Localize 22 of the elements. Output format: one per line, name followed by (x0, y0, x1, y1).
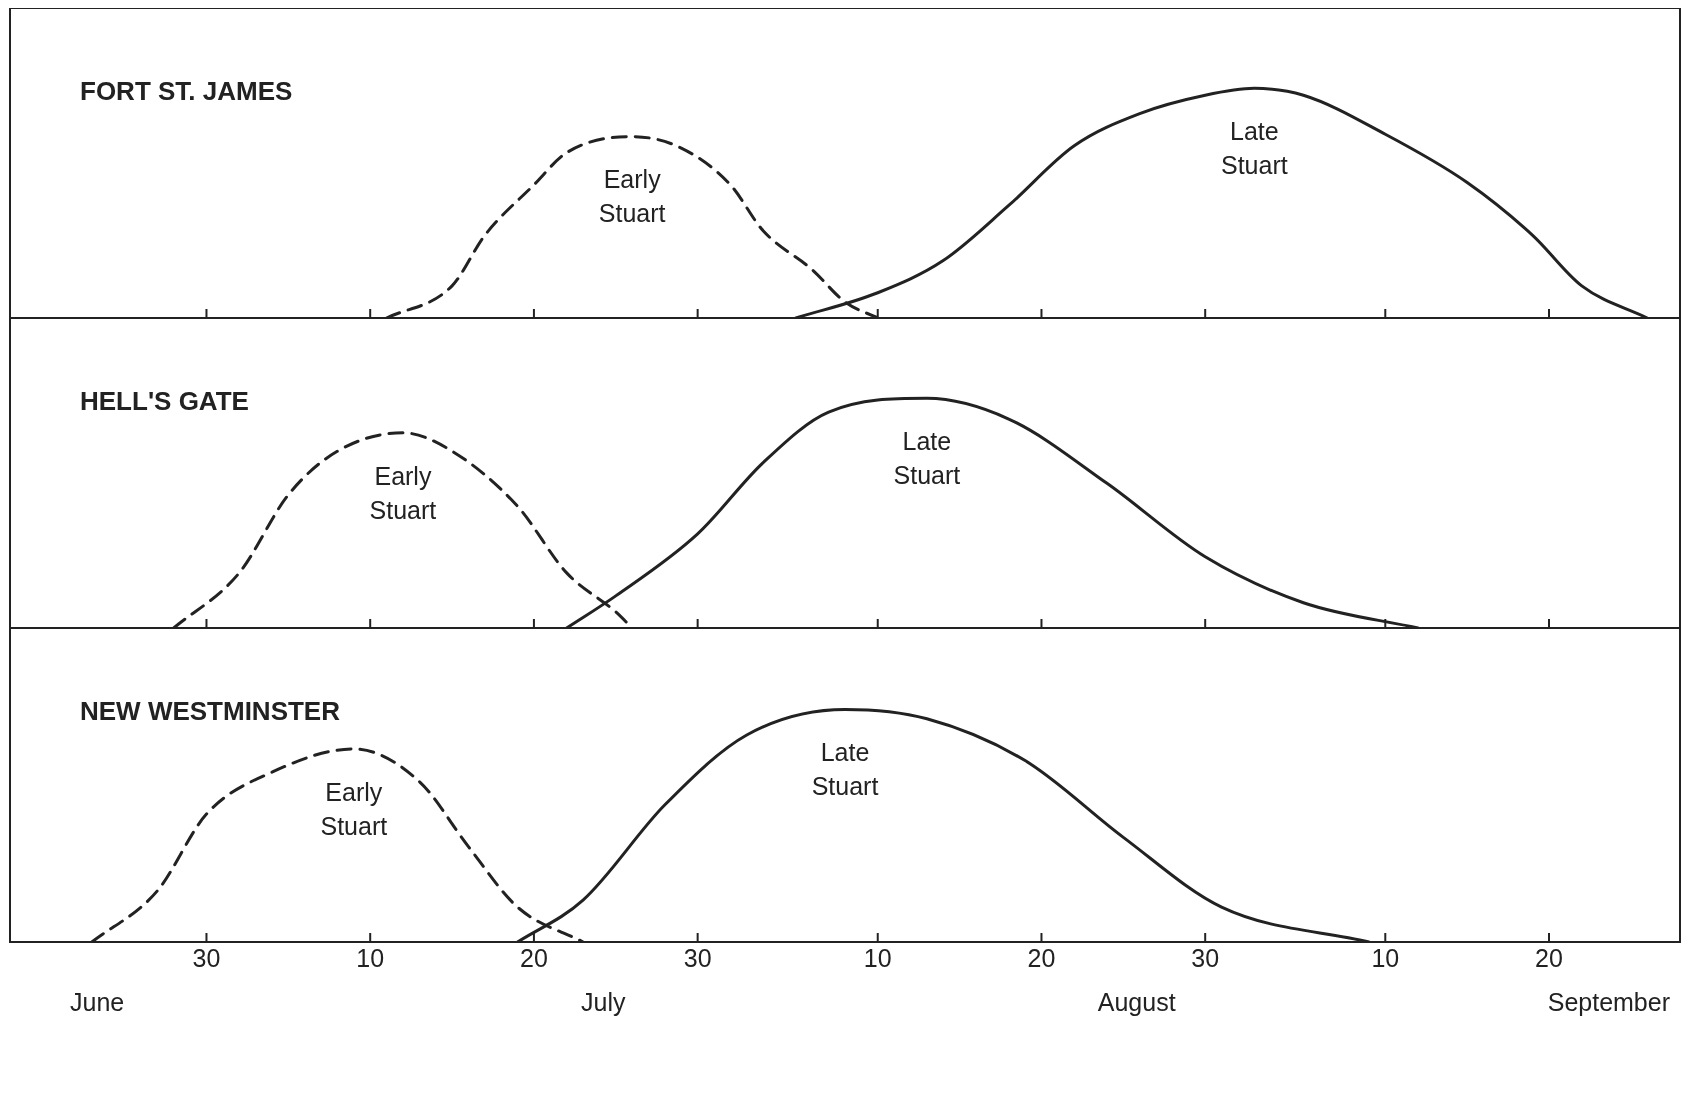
series-label: Early Stuart (320, 777, 388, 840)
x-tick-label: 20 (1535, 943, 1563, 972)
x-tick-label: 20 (1027, 943, 1056, 972)
text: July (581, 987, 627, 1016)
x-tick-label: 20 (520, 943, 548, 972)
series-label: Early Stuart (369, 461, 437, 524)
series-label: Early Stuart (598, 165, 666, 228)
x-tick-label: 10 (1371, 943, 1400, 972)
series-label: Late Stuart (1220, 117, 1288, 180)
chart-title: FORT ST. JAMES (80, 76, 293, 107)
text: June (70, 987, 125, 1016)
chart-title: NEW WESTMINSTER (80, 696, 341, 727)
x-tick-label: 30 (1191, 943, 1220, 972)
x-tick-label: 10 (356, 943, 385, 972)
series-label: Late Stuart (893, 427, 961, 490)
text: August (1097, 987, 1176, 1016)
chart-title: HELL'S GATE (80, 386, 249, 417)
series-label: Late Stuart (811, 738, 879, 801)
x-tick-label: 30 (192, 943, 221, 972)
x-tick-label: 10 (863, 943, 892, 972)
x-tick-label: 30 (683, 943, 712, 972)
text: September (1547, 987, 1670, 1016)
